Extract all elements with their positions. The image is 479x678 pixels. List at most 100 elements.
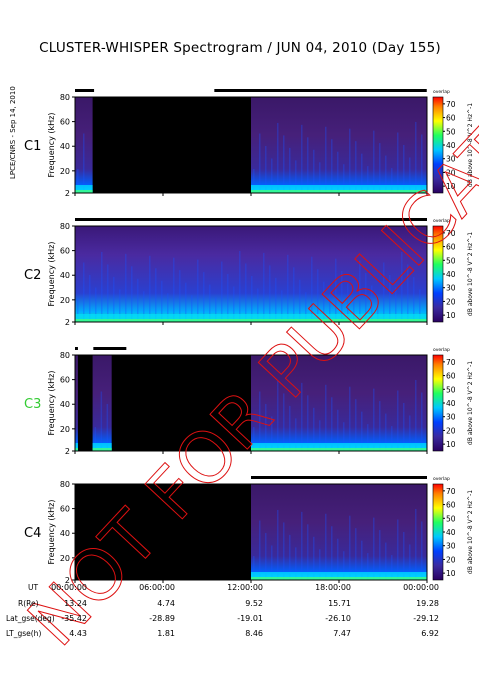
spectral-streak <box>353 296 355 322</box>
spectral-streak <box>419 289 421 322</box>
spectral-streak <box>403 532 405 580</box>
spectral-streak <box>83 262 85 322</box>
y-tick-label: 20 <box>60 425 70 434</box>
spectral-streak <box>421 392 423 451</box>
colorbar-tick-label: 10 <box>446 440 456 449</box>
colorbar-tick-label: 20 <box>446 426 456 435</box>
colorbar-label: dB above 10^-8 V^2 Hz^-1 <box>467 490 474 574</box>
spectral-streak <box>251 275 253 322</box>
colorbar-label: dB above 10^-8 V^2 Hz^-1 <box>467 103 474 187</box>
spectral-streak <box>259 133 261 193</box>
spectral-streak <box>421 134 423 193</box>
colorbar-tick-label: 60 <box>446 114 456 123</box>
colorbar-tick-label: 60 <box>446 372 456 381</box>
spectral-block <box>251 355 427 451</box>
y-tick-label: 20 <box>60 167 70 176</box>
coverage-bar <box>251 476 427 479</box>
spectral-streak <box>379 530 381 580</box>
spectral-streak <box>167 293 169 322</box>
y-tick-label: 40 <box>60 400 70 409</box>
spectral-streak <box>301 382 303 451</box>
spectral-streak <box>191 295 193 322</box>
spectral-streak <box>371 285 373 322</box>
coverage-bar <box>75 89 95 92</box>
y-tick-label: 60 <box>60 376 70 385</box>
spectral-block <box>75 355 78 451</box>
spectral-streak <box>361 540 363 580</box>
spectral-streak <box>277 380 279 451</box>
low-freq-band-core <box>251 448 427 451</box>
ephemeris-value: -29.12 <box>413 614 439 623</box>
spectral-streak <box>397 132 399 193</box>
spectral-streak <box>361 411 363 451</box>
spectral-streak <box>391 168 393 193</box>
y-tick-label: 60 <box>60 505 70 514</box>
spectral-streak <box>113 276 115 322</box>
spectral-streak <box>253 169 255 193</box>
y-tick-label: 80 <box>60 222 70 231</box>
ephemeris-label-ut: UT <box>28 583 39 592</box>
colorbar-label: dB above 10^-8 V^2 Hz^-1 <box>467 232 474 316</box>
spectral-streak <box>385 542 387 580</box>
spectral-streak <box>407 264 409 322</box>
spectral-block <box>251 484 427 580</box>
spectral-streak <box>185 282 187 322</box>
spectral-streak <box>305 292 307 322</box>
spectral-streak <box>271 545 273 580</box>
spectral-streak <box>317 269 319 322</box>
spectral-streak <box>259 391 261 451</box>
panel-c3: overlap 2 20 40 60 80 Frequency (kHz) C3 10 20 30 4… <box>24 347 474 456</box>
spectral-streak <box>307 524 309 580</box>
colorbar-tick-label: 10 <box>446 182 456 191</box>
spectral-streak <box>313 536 315 580</box>
y-tick-label: 80 <box>60 351 70 360</box>
colorbar-tick-label: 70 <box>446 487 456 496</box>
spectral-streak <box>421 521 423 580</box>
spectral-streak <box>409 157 411 193</box>
low-freq-band <box>75 443 78 451</box>
y-tick-label: 2 <box>65 576 70 585</box>
y-tick-label: 40 <box>60 529 70 538</box>
y-axis-label: Frequency (kHz) <box>47 500 56 565</box>
spectral-streak <box>203 272 205 322</box>
colorbar-tick-label: 50 <box>446 385 456 394</box>
ephemeris-value: -28.89 <box>149 614 175 623</box>
ephemeris-value: 9.52 <box>245 599 263 608</box>
spectral-streak <box>289 534 291 580</box>
spectral-streak <box>271 416 273 451</box>
ephemeris-value: 12:00:00 <box>227 583 263 592</box>
colorbar-tick-label: 40 <box>446 399 456 408</box>
spectral-streak <box>379 401 381 451</box>
y-axis-label: Frequency (kHz) <box>47 242 56 307</box>
spectral-streak <box>239 250 241 322</box>
spectral-streak <box>343 164 345 193</box>
spectral-streak <box>319 162 321 193</box>
panel-label: C4 <box>24 526 41 541</box>
low-freq-band <box>75 314 427 322</box>
ephemeris-label-lt: LT_gse(h) <box>6 629 42 638</box>
ephemeris-value: 4.74 <box>157 599 175 608</box>
spectral-streak <box>301 511 303 580</box>
spectral-streak <box>359 260 361 322</box>
low-freq-band-core <box>75 319 427 322</box>
spectral-streak <box>94 427 97 451</box>
spectral-streak <box>373 388 375 451</box>
spectral-streak <box>329 294 331 322</box>
spectral-streak <box>325 126 327 193</box>
spectral-streak <box>89 274 91 322</box>
spectral-block <box>92 355 112 451</box>
y-tick-label: 80 <box>60 480 70 489</box>
panel-tag: overlap <box>433 476 450 482</box>
spectral-streak <box>313 149 315 193</box>
spectral-streak <box>275 277 277 322</box>
panel-c1: overlap 2 20 40 60 80 Frequency (kHz) C1 10 20 30 4… <box>24 89 474 198</box>
spectral-streak <box>77 298 79 322</box>
spectral-streak <box>269 265 271 322</box>
spectral-streak <box>271 158 273 193</box>
ephemeris-label-lat: Lat_gse(deg) <box>6 614 55 623</box>
spectral-streak <box>355 399 357 451</box>
colorbar-tick-label: 70 <box>446 358 456 367</box>
ephemeris-value: -26.10 <box>325 614 351 623</box>
spectral-streak <box>389 274 391 322</box>
coverage-bar <box>214 89 427 92</box>
